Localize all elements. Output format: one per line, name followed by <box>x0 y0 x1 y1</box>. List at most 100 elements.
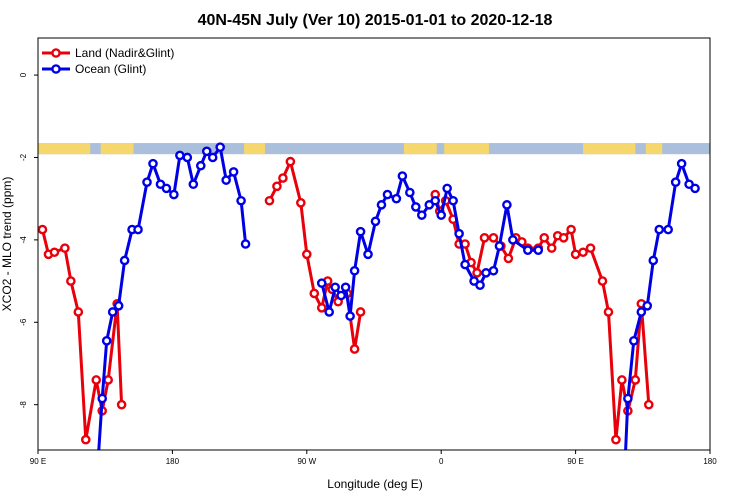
data-point <box>97 393 108 404</box>
data-point <box>345 311 355 321</box>
data-point <box>523 245 533 255</box>
data-point <box>240 239 251 249</box>
data-point <box>460 259 470 270</box>
data-point <box>405 187 415 198</box>
data-point <box>182 152 193 163</box>
y-axis: 0 -2 -4 -6 -8 <box>19 72 38 408</box>
data-point <box>603 307 614 317</box>
land-band-segment <box>100 143 134 155</box>
data-point <box>376 200 387 210</box>
data-point <box>101 336 112 346</box>
data-point <box>558 233 569 243</box>
series-line <box>41 229 124 442</box>
data-point <box>363 249 373 260</box>
x-axis: 90 E 180 90 W 0 90 E 180 <box>30 450 717 466</box>
data-point <box>316 278 327 288</box>
data-point <box>349 344 360 354</box>
data-point <box>488 233 499 243</box>
data-point <box>355 226 366 237</box>
land-band-segment <box>583 143 636 155</box>
data-point <box>654 224 665 235</box>
data-point <box>546 243 557 253</box>
x-tick-label: 90 W <box>297 457 316 466</box>
data-point <box>340 282 351 293</box>
y-tick-label: -2 <box>19 153 28 161</box>
y-tick-label: -6 <box>19 318 28 326</box>
series-layer <box>38 142 700 470</box>
data-point <box>670 177 681 187</box>
data-point <box>643 399 654 410</box>
data-point <box>221 175 231 185</box>
legend-marker <box>51 48 61 58</box>
y-tick-label: -8 <box>19 401 28 409</box>
y-axis-label: XCO2 - MLO trend (ppm) <box>0 177 14 312</box>
data-point <box>316 303 327 313</box>
x-tick-label: 90 E <box>30 457 46 466</box>
data-point <box>355 307 366 317</box>
data-point <box>228 167 239 177</box>
data-point <box>617 375 627 385</box>
x-tick-label: 180 <box>703 457 717 466</box>
data-point <box>142 177 152 187</box>
data-point <box>416 210 427 220</box>
data-point <box>648 255 659 266</box>
data-point <box>91 375 102 385</box>
data-point <box>236 195 246 206</box>
series-land <box>38 156 654 445</box>
data-point <box>195 160 206 171</box>
data-point <box>133 224 143 235</box>
data-point <box>324 307 335 317</box>
x-axis-label: Longitude (deg E) <box>327 477 422 491</box>
data-point <box>690 183 700 194</box>
data-point <box>272 181 282 192</box>
y-tick-label: -4 <box>19 236 28 244</box>
legend-marker <box>51 64 61 74</box>
data-point <box>38 224 48 235</box>
data-point <box>448 195 458 206</box>
data-point <box>479 233 490 243</box>
data-point <box>411 202 421 212</box>
land-ocean-band <box>38 143 710 155</box>
land-band-segment <box>244 143 265 155</box>
legend-label: Land (Nadir&Glint) <box>75 46 174 60</box>
data-point <box>264 195 275 206</box>
data-point <box>301 249 312 260</box>
data-point <box>80 434 91 445</box>
data-point <box>472 268 482 278</box>
data-point <box>621 463 628 470</box>
data-point <box>73 307 84 317</box>
data-point <box>508 235 518 245</box>
data-point <box>169 189 179 200</box>
data-point <box>642 300 653 311</box>
data-point <box>175 150 185 161</box>
data-point <box>66 276 76 286</box>
data-point <box>454 228 464 239</box>
data-point <box>391 193 402 204</box>
series-line <box>320 174 539 318</box>
data-point <box>382 189 393 200</box>
data-point <box>488 265 499 276</box>
land-band-segment <box>403 143 437 155</box>
data-point <box>103 375 113 385</box>
data-point <box>566 224 576 235</box>
data-point <box>107 307 118 317</box>
data-point <box>148 158 158 169</box>
data-point <box>330 282 340 293</box>
data-point <box>201 146 212 157</box>
data-point <box>494 241 505 251</box>
x-tick-label: 90 E <box>567 457 583 466</box>
data-point <box>629 336 639 346</box>
data-point <box>578 247 588 258</box>
data-point <box>215 142 225 152</box>
data-point <box>285 156 296 167</box>
data-point <box>611 434 621 445</box>
data-point <box>636 307 647 317</box>
plot-frame <box>37 37 711 451</box>
legend: Land (Nadir&Glint) Ocean (Glint) <box>42 46 174 76</box>
data-point <box>475 280 485 291</box>
data-point <box>533 245 544 255</box>
data-point <box>278 173 288 183</box>
data-point <box>539 233 550 243</box>
data-point <box>119 255 130 266</box>
data-point <box>207 152 218 163</box>
